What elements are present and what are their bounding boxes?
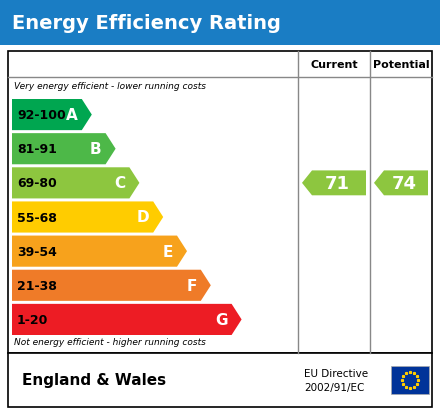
Text: C: C	[114, 176, 125, 191]
Text: D: D	[136, 210, 149, 225]
Text: 92-100: 92-100	[17, 109, 66, 122]
Text: Potential: Potential	[373, 60, 429, 70]
Text: F: F	[187, 278, 197, 293]
Polygon shape	[374, 171, 428, 196]
Bar	[8, 52, 432, 353]
Text: 74: 74	[392, 174, 417, 192]
Text: 21-38: 21-38	[17, 279, 57, 292]
Polygon shape	[12, 134, 116, 165]
Text: EU Directive: EU Directive	[304, 368, 368, 378]
Text: Current: Current	[310, 60, 358, 70]
Polygon shape	[12, 304, 242, 335]
Text: 2002/91/EC: 2002/91/EC	[304, 382, 364, 392]
Text: 81-91: 81-91	[17, 143, 57, 156]
Bar	[8, 353, 432, 407]
Polygon shape	[12, 270, 211, 301]
Bar	[0, 0, 440, 46]
Text: 69-80: 69-80	[17, 177, 57, 190]
Text: England & Wales: England & Wales	[22, 373, 166, 387]
Bar	[391, 366, 429, 394]
Text: Very energy efficient - lower running costs: Very energy efficient - lower running co…	[14, 82, 206, 91]
Text: Energy Efficiency Rating: Energy Efficiency Rating	[12, 14, 281, 33]
Polygon shape	[302, 171, 366, 196]
Text: 55-68: 55-68	[17, 211, 57, 224]
Polygon shape	[12, 100, 92, 131]
Polygon shape	[12, 202, 163, 233]
Text: A: A	[66, 108, 78, 123]
Text: 71: 71	[324, 174, 349, 192]
Text: 1-20: 1-20	[17, 313, 48, 326]
Polygon shape	[12, 168, 139, 199]
Text: Not energy efficient - higher running costs: Not energy efficient - higher running co…	[14, 337, 206, 346]
Text: 39-54: 39-54	[17, 245, 57, 258]
Text: G: G	[215, 312, 227, 327]
Text: E: E	[163, 244, 173, 259]
Polygon shape	[12, 236, 187, 267]
Text: B: B	[90, 142, 102, 157]
